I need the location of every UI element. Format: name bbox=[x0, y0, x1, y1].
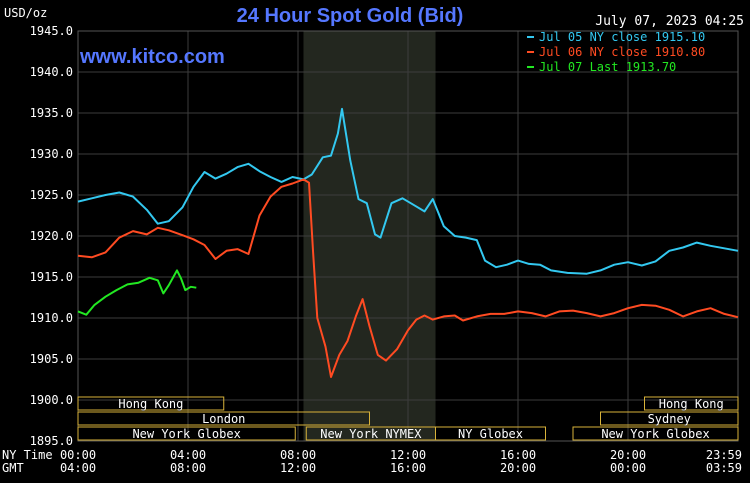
legend-entry-0: Jul 05 NY close 1915.10 bbox=[539, 30, 705, 44]
x-tick-label: 20:00 bbox=[500, 461, 536, 475]
series-layer bbox=[77, 107, 739, 378]
y-tick-label: 1925.0 bbox=[30, 188, 73, 202]
session-label: London bbox=[202, 412, 245, 426]
session-label: Hong Kong bbox=[118, 397, 183, 411]
x-tick-label: 04:00 bbox=[60, 461, 96, 475]
x-tick-label: 08:00 bbox=[280, 448, 316, 462]
series-line-2 bbox=[77, 269, 197, 316]
series-line-1 bbox=[77, 178, 739, 378]
legend-entry-1: Jul 06 NY close 1910.80 bbox=[539, 45, 705, 59]
x-tick-label: 04:00 bbox=[170, 448, 206, 462]
session-label: New York Globex bbox=[601, 427, 709, 441]
y-tick-label: 1920.0 bbox=[30, 229, 73, 243]
session-label: New York NYMEX bbox=[320, 427, 422, 441]
y-tick-label: 1940.0 bbox=[30, 65, 73, 79]
x-tick-label: 16:00 bbox=[500, 448, 536, 462]
x-tick-label: 00:00 bbox=[60, 448, 96, 462]
session-box bbox=[77, 396, 225, 411]
x-tick-label: 12:00 bbox=[280, 461, 316, 475]
session-label: New York Globex bbox=[132, 427, 240, 441]
session-box bbox=[77, 426, 296, 441]
x-tick-label: 20:00 bbox=[610, 448, 646, 462]
y-tick-label: 1910.0 bbox=[30, 311, 73, 325]
session-box bbox=[600, 411, 739, 426]
chart-title: 24 Hour Spot Gold (Bid) bbox=[237, 5, 464, 27]
y-tick-label: 1935.0 bbox=[30, 106, 73, 120]
chart-timestamp: July 07, 2023 04:25 bbox=[595, 14, 744, 29]
session-label: NY Globex bbox=[458, 427, 523, 441]
legend-swatch-1 bbox=[527, 51, 534, 53]
y-tick-label: 1895.0 bbox=[30, 434, 73, 448]
session-box bbox=[435, 426, 546, 441]
y-tick-label: 1930.0 bbox=[30, 147, 73, 161]
y-tick-label: 1915.0 bbox=[30, 270, 73, 284]
y-axis-unit: USD/oz bbox=[4, 6, 47, 20]
plot-frame bbox=[77, 30, 739, 442]
y-tick-label: 1900.0 bbox=[30, 393, 73, 407]
x-tick-label: 23:59 bbox=[706, 448, 742, 462]
session-box bbox=[77, 411, 370, 426]
axis-layer: 1945.0 1940.0 1935.0 1930.0 1925.0 1920.0 1915… bbox=[2, 24, 742, 475]
x-tick-label: 03:59 bbox=[706, 461, 742, 475]
legend-entry-2: Jul 07 Last 1913.70 bbox=[539, 60, 676, 74]
session-box bbox=[644, 396, 739, 411]
x-tick-label: 16:00 bbox=[390, 461, 426, 475]
legend-swatch-2 bbox=[527, 66, 534, 68]
legend-swatch-0 bbox=[527, 36, 534, 38]
x-tick-label: 00:00 bbox=[610, 461, 646, 475]
session-label: Hong Kong bbox=[659, 397, 724, 411]
session-box bbox=[572, 426, 739, 441]
x-tick-label: 08:00 bbox=[170, 461, 206, 475]
session-label: Sydney bbox=[648, 412, 691, 426]
watermark: www.kitco.com bbox=[79, 46, 225, 68]
y-tick-label: 1945.0 bbox=[30, 24, 73, 38]
y-tick-label: 1905.0 bbox=[30, 352, 73, 366]
x-tick-label: 12:00 bbox=[390, 448, 426, 462]
series-line-0 bbox=[77, 107, 739, 275]
x-axis-row-label: GMT bbox=[2, 461, 24, 475]
x-axis-row-label: NY Time bbox=[2, 448, 53, 462]
